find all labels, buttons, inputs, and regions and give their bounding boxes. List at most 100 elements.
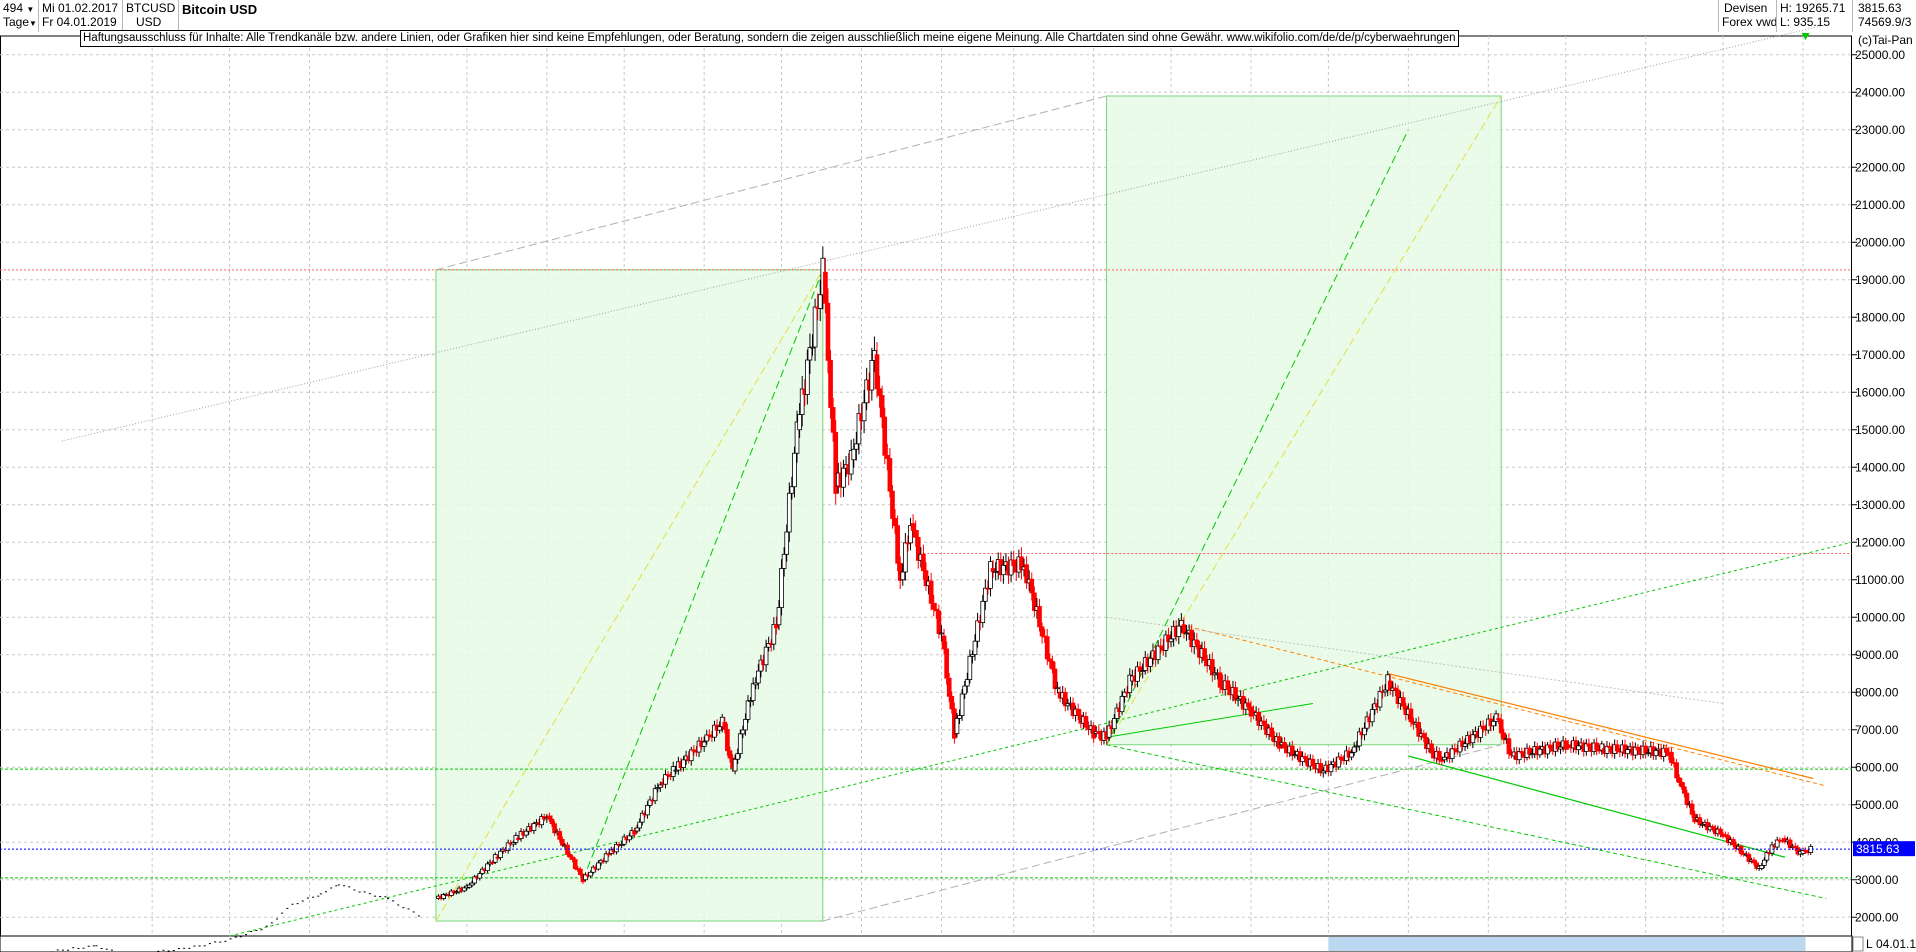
price-dot <box>95 945 98 947</box>
price-dot <box>301 900 304 902</box>
candle-body <box>712 724 717 738</box>
dropdown-arrow-icon: ▼ <box>29 19 37 28</box>
candle-body <box>1689 803 1695 815</box>
candle-body <box>774 624 779 629</box>
candle-body <box>531 823 537 831</box>
y-tick-label: 3000.00 <box>1855 873 1899 887</box>
candle-body <box>1614 744 1620 752</box>
candle-body <box>1062 691 1068 707</box>
candle-body <box>825 302 831 361</box>
candle-body <box>743 719 748 731</box>
channel-line <box>1106 744 1827 899</box>
candle-body <box>1217 672 1223 688</box>
candle-body <box>1506 738 1512 755</box>
candle-body <box>833 431 839 494</box>
candle-body <box>1168 638 1174 643</box>
price-dot <box>82 947 85 949</box>
candle-body <box>812 306 818 348</box>
candle-body <box>1194 639 1200 646</box>
price-dot <box>67 949 70 951</box>
high-value: H: 19265.71 <box>1780 1 1846 15</box>
price-dot <box>275 918 278 920</box>
candle-body <box>732 758 738 772</box>
long-trend-line <box>61 24 1827 442</box>
candle-body <box>1764 852 1770 861</box>
price-dot <box>317 895 320 897</box>
y-tick-label: 6000.00 <box>1855 760 1899 774</box>
price-dot <box>219 941 222 943</box>
candle-body <box>588 871 594 877</box>
candle-body <box>1645 752 1651 755</box>
price-dot <box>245 934 248 936</box>
candle-body <box>1599 743 1605 751</box>
header-divider <box>38 0 39 32</box>
price-dot <box>417 915 420 917</box>
candle-body <box>1140 670 1146 672</box>
y-tick-label: 5000.00 <box>1855 798 1899 812</box>
dropdown-arrow-icon: ▼ <box>26 5 35 14</box>
candle-body <box>1682 786 1687 794</box>
bar-count-selector[interactable]: 494 ▼ <box>3 1 35 15</box>
y-tick-label: 18000.00 <box>1855 310 1905 324</box>
candle-body <box>1723 834 1728 837</box>
candle-body <box>1537 748 1543 756</box>
candle-body <box>1442 756 1447 761</box>
timeframe-selector[interactable]: Tage▼ <box>3 15 37 29</box>
candle-body <box>645 804 650 816</box>
candle-body <box>748 700 753 703</box>
candle-body <box>1362 727 1367 736</box>
candle-body <box>1725 835 1731 843</box>
candle-body <box>879 395 885 418</box>
y-tick-label: 21000.00 <box>1855 198 1905 212</box>
price-dot <box>260 929 263 931</box>
candle-body <box>931 602 937 610</box>
candle-body <box>606 853 612 856</box>
price-dot <box>374 895 377 897</box>
price-dot <box>193 945 196 947</box>
candle-body <box>725 729 730 752</box>
price-dot <box>397 904 400 906</box>
last-price-label: 3815.63 <box>1856 842 1900 856</box>
price-dot <box>77 947 80 949</box>
candle-body <box>1233 687 1238 701</box>
candle-body <box>1586 743 1592 747</box>
candle-body <box>1052 668 1058 689</box>
price-dot <box>358 891 361 893</box>
candle-body <box>516 838 521 840</box>
candle-body <box>941 635 947 650</box>
candle-body <box>505 842 511 851</box>
candle-body <box>1024 564 1029 584</box>
candle-body <box>559 838 565 846</box>
candle-body <box>933 608 939 612</box>
candle-body <box>1774 839 1780 848</box>
last-value: 3815.63 <box>1858 1 1902 15</box>
candle-body <box>1181 624 1187 634</box>
price-dot <box>343 885 346 887</box>
candle-body <box>1202 648 1207 661</box>
candle-body <box>1635 746 1641 751</box>
price-dot <box>188 947 191 949</box>
y-tick-label: 7000.00 <box>1855 723 1899 737</box>
candle-body <box>449 890 454 896</box>
candle-body <box>900 571 906 581</box>
candle-body <box>1491 720 1496 727</box>
candle-body <box>877 388 882 396</box>
candle-body <box>727 750 733 759</box>
y-tick-label: 24000.00 <box>1855 85 1905 99</box>
candle-body <box>895 525 900 564</box>
candle-body <box>797 414 802 431</box>
price-dot <box>335 885 338 887</box>
scroll-handle[interactable] <box>1852 936 1864 952</box>
low-value: L: 935.15 <box>1780 15 1831 29</box>
candle-body <box>882 416 888 456</box>
date-from: Mi 01.02.2017 <box>42 1 119 15</box>
price-dot <box>330 887 333 889</box>
candle-body <box>1519 751 1525 754</box>
y-tick-label: 12000.00 <box>1855 535 1905 549</box>
price-dot <box>162 949 165 951</box>
price-dot <box>348 886 351 888</box>
candle-body <box>944 648 949 679</box>
candle-body <box>908 525 913 544</box>
candle-body <box>807 347 813 361</box>
